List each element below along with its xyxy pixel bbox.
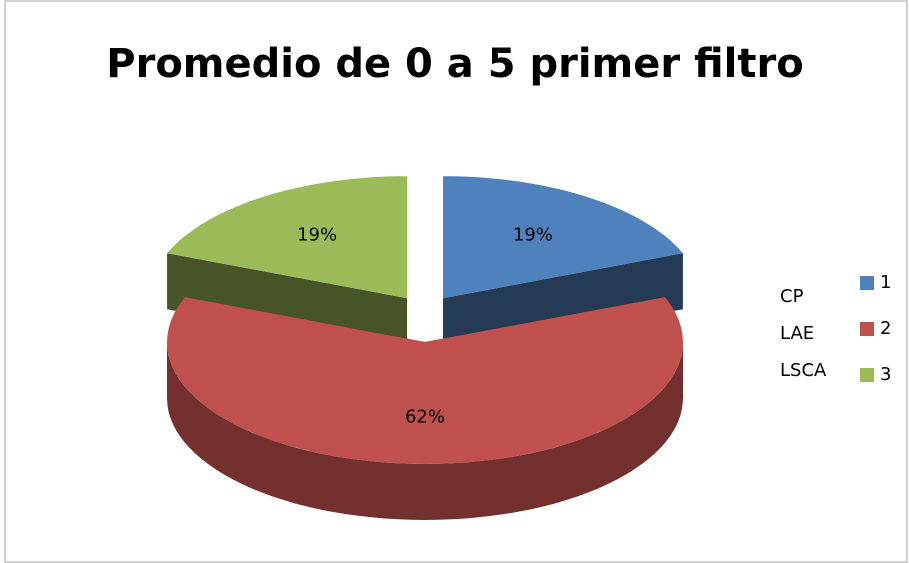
data-label: 19% — [513, 225, 553, 246]
slice-top — [167, 297, 683, 464]
pie: 19% 62% 19% — [167, 176, 683, 520]
annotation: LAE — [780, 323, 814, 344]
annotation: LSCA — [780, 360, 827, 381]
slice-side — [167, 342, 683, 520]
legend-swatch — [860, 368, 874, 382]
legend-swatch — [860, 322, 874, 336]
legend: 1 2 3 CP LAE LSCA — [780, 272, 891, 385]
legend-label: 3 — [880, 364, 891, 385]
annotation: CP — [780, 286, 804, 307]
pie-slice — [167, 297, 683, 520]
legend-label: 2 — [880, 318, 891, 339]
slice-top — [167, 176, 407, 299]
data-label: 62% — [405, 407, 445, 428]
legend-swatch — [860, 276, 874, 290]
chart-title: Promedio de 0 a 5 primer filtro — [106, 41, 803, 87]
legend-label: 1 — [880, 272, 891, 293]
slice-top — [443, 176, 683, 299]
data-label: 19% — [297, 225, 337, 246]
